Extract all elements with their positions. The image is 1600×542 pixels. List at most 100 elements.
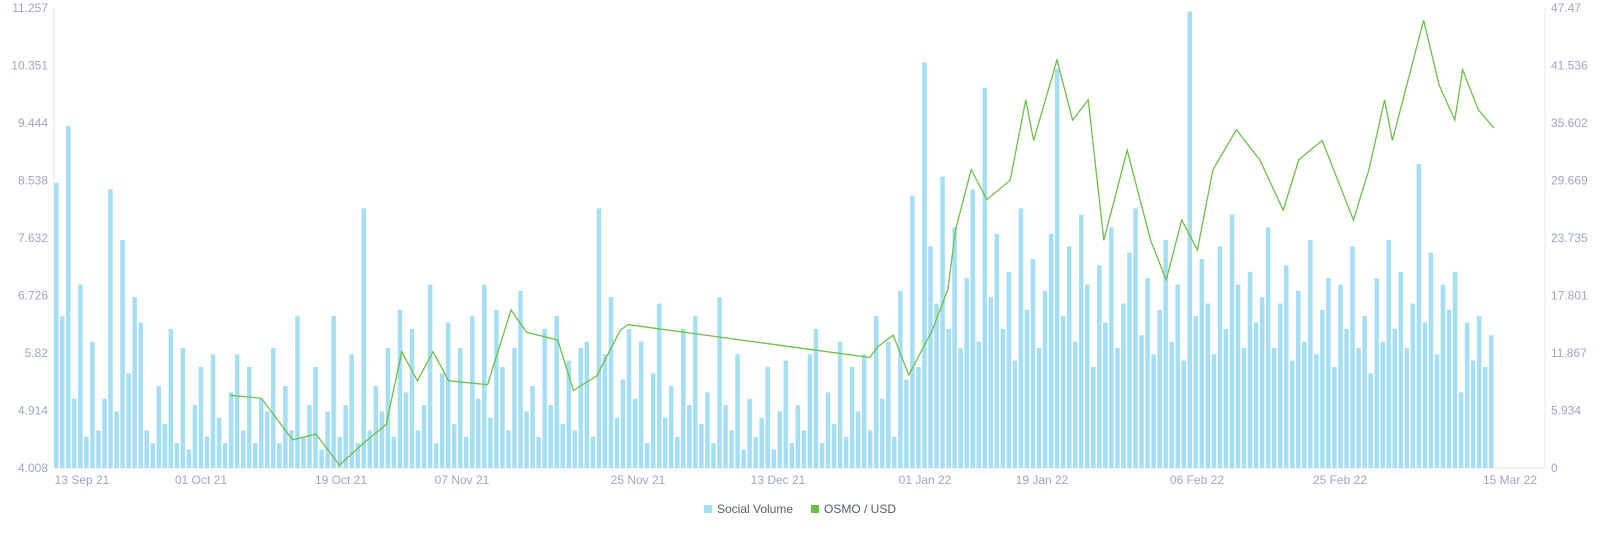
social-volume-bar — [252, 443, 258, 468]
x-axis-tick-label: 13 Sep 21 — [55, 473, 110, 487]
osmo-usd-swatch — [811, 505, 820, 513]
social-volume-bar — [1187, 11, 1193, 468]
social-volume-bar — [813, 328, 819, 468]
social-volume-bar — [295, 316, 300, 468]
social-volume-bar — [307, 405, 312, 468]
social-volume-bar — [78, 284, 83, 468]
social-volume-bar — [904, 379, 909, 468]
social-volume-bar — [120, 240, 125, 468]
social-volume-bar — [741, 449, 746, 468]
social-volume-bar — [668, 386, 674, 468]
social-volume-bar — [729, 430, 734, 468]
social-volume-bar — [1368, 373, 1373, 468]
social-volume-bar — [662, 417, 668, 468]
social-volume-bar — [590, 436, 596, 468]
social-volume-bar — [1259, 297, 1265, 468]
social-volume-bar — [258, 398, 264, 468]
social-volume-bar — [1344, 328, 1349, 468]
social-volume-bar — [687, 405, 692, 468]
social-volume-bar — [445, 322, 451, 468]
social-volume-bar — [228, 392, 234, 468]
social-volume-bar — [283, 386, 288, 468]
social-volume-bar — [343, 405, 348, 468]
social-volume-bar — [747, 398, 752, 468]
social-volume-bar — [1464, 322, 1470, 468]
right-axis-tick-label: 41.536 — [1551, 59, 1588, 73]
social-volume-bar — [337, 436, 342, 468]
social-volume-bar — [1175, 284, 1180, 468]
social-volume-bar — [1181, 360, 1186, 468]
social-volume-bar — [1006, 271, 1012, 468]
social-volume-bar — [1458, 392, 1464, 468]
social-volume-bar — [1139, 335, 1144, 468]
social-volume-bar — [180, 347, 186, 468]
social-volume-bar — [1320, 309, 1325, 468]
social-volume-bar — [277, 443, 282, 468]
right-axis-tick-label: 23.735 — [1551, 231, 1588, 245]
social-volume-bar — [1374, 278, 1379, 468]
social-volume-bar — [355, 443, 360, 468]
social-volume-bar — [892, 436, 897, 468]
social-volume-bar — [1386, 240, 1391, 468]
social-volume-bar — [271, 347, 276, 468]
social-volume-bar — [1308, 240, 1313, 468]
social-volume-bar — [192, 405, 198, 468]
social-volume-bar — [855, 411, 861, 468]
social-volume-bar — [1121, 303, 1126, 468]
social-volume-bar — [246, 366, 252, 468]
social-volume-bar — [1392, 328, 1398, 468]
social-volume-bar — [1151, 354, 1156, 468]
social-volume-bar — [204, 436, 210, 468]
social-volume-bar — [174, 443, 180, 468]
social-volume-bar — [90, 341, 95, 468]
x-axis-tick-label: 25 Feb 22 — [1313, 473, 1367, 487]
legend: Social Volume OSMO / USD — [0, 502, 1600, 516]
social-volume-bar — [1018, 208, 1024, 468]
social-volume-bar — [711, 443, 716, 468]
social-volume-bar — [126, 373, 131, 468]
social-volume-bar — [451, 424, 457, 468]
x-axis-tick-label: 15 Mar 22 — [1483, 473, 1537, 487]
social-volume-bar — [1024, 309, 1030, 468]
social-volume-bar — [439, 373, 445, 468]
right-axis-tick-label: 35.602 — [1551, 116, 1588, 130]
legend-item-osmo-usd[interactable]: OSMO / USD — [811, 502, 896, 516]
social-volume-bar — [554, 316, 559, 468]
social-volume-bar — [976, 341, 982, 468]
social-volume-bar — [186, 449, 192, 468]
social-volume-bar — [602, 354, 608, 468]
social-volume-bar — [156, 386, 162, 468]
social-volume-bar — [536, 436, 541, 468]
social-volume-bar — [916, 366, 921, 468]
social-volume-bar — [1078, 214, 1084, 468]
social-volume-bar — [1223, 328, 1229, 468]
social-volume-bar — [632, 398, 638, 468]
social-volume-bar — [114, 411, 119, 468]
legend-item-social-volume[interactable]: Social Volume — [703, 502, 794, 516]
right-axis-tick-label: 29.669 — [1551, 174, 1588, 188]
legend-label: Social Volume — [716, 502, 794, 516]
x-axis-tick-label: 06 Feb 22 — [1170, 473, 1224, 487]
social-volume-bar — [572, 430, 578, 468]
social-volume-bar — [1085, 284, 1090, 468]
social-volume-bar — [1229, 214, 1235, 468]
social-volume-bar — [1066, 246, 1072, 468]
social-volume-bar — [1452, 271, 1458, 468]
social-volume-bar — [457, 347, 463, 468]
social-volume-bar — [638, 341, 644, 468]
social-volume-bar — [102, 398, 107, 468]
social-volume-bar — [1446, 309, 1452, 468]
right-axis-tick-label: 17.801 — [1551, 289, 1588, 303]
social-volume-bar — [1115, 347, 1120, 468]
x-axis-tick-label: 01 Oct 21 — [175, 473, 227, 487]
social-volume-bar — [524, 411, 529, 468]
social-volume-bar — [108, 189, 113, 468]
social-volume-bar — [1235, 284, 1241, 468]
social-volume-bar — [415, 430, 421, 468]
social-volume-bar — [1217, 246, 1223, 468]
social-volume-bar — [831, 424, 837, 468]
social-volume-bar — [693, 316, 698, 468]
social-volume-bar — [1253, 322, 1259, 468]
social-volume-bar — [614, 417, 620, 468]
social-volume-bar — [952, 227, 957, 468]
